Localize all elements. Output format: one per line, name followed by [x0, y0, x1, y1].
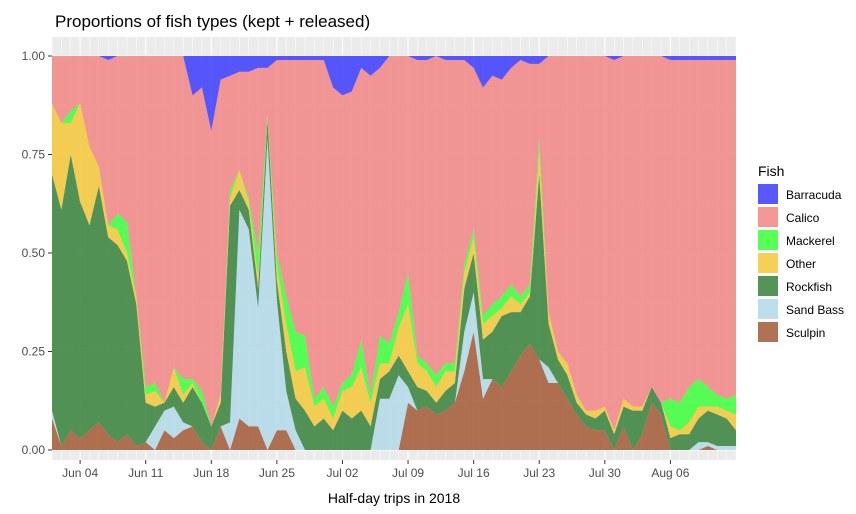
y-tick-label: 0.50 [22, 246, 46, 260]
x-tick-label: Aug 06 [651, 466, 689, 480]
legend-key-barracuda [758, 184, 778, 204]
legend-label-other: Other [786, 257, 816, 271]
x-tick-label: Jul 09 [392, 466, 424, 480]
y-axis: 0.00 0.25 0.50 0.75 1.00 [22, 49, 52, 457]
area-calico [52, 56, 736, 431]
legend-key-rockfish [758, 276, 778, 296]
y-tick-label: 0.25 [22, 345, 46, 359]
legend: Fish Barracuda Calico Mackerel Other Rockfis… [758, 163, 844, 342]
legend-title: Fish [758, 163, 784, 179]
legend-label-calico: Calico [786, 211, 820, 225]
legend-key-other [758, 253, 778, 273]
legend-label-mackerel: Mackerel [786, 234, 835, 248]
x-tick-label: Jun 18 [193, 466, 229, 480]
legend-label-sculpin: Sculpin [786, 326, 825, 340]
x-tick-label: Jun 25 [259, 466, 295, 480]
area-sand-bass [52, 138, 736, 451]
x-tick-label: Jun 11 [128, 466, 163, 480]
area-barracuda [52, 56, 736, 131]
legend-label-barracuda: Barracuda [786, 188, 842, 202]
y-tick-label: 1.00 [22, 49, 46, 63]
chart-title: Proportions of fish types (kept + releas… [55, 12, 370, 31]
x-axis: Jun 04 Jun 11 Jun 18 Jun 25 Jul 02 Jul 09 Jul … [62, 460, 690, 480]
x-tick-label: Jun 04 [62, 466, 98, 480]
legend-key-mackerel [758, 230, 778, 250]
area-sculpin [52, 331, 736, 450]
legend-key-sculpin [758, 322, 778, 342]
x-tick-label: Jul 30 [589, 466, 621, 480]
y-tick-label: 0.00 [22, 443, 46, 457]
x-axis-title: Half-day trips in 2018 [328, 490, 461, 506]
legend-key-sand-bass [758, 299, 778, 319]
x-tick-label: Jul 16 [458, 466, 490, 480]
legend-label-rockfish: Rockfish [786, 280, 832, 294]
area-rockfish [52, 119, 736, 450]
area-layers [52, 56, 736, 451]
y-tick-label: 0.75 [22, 148, 46, 162]
legend-key-calico [758, 207, 778, 227]
x-tick-label: Jul 02 [326, 466, 358, 480]
legend-label-sand-bass: Sand Bass [786, 303, 844, 317]
x-tick-label: Jul 23 [523, 466, 555, 480]
